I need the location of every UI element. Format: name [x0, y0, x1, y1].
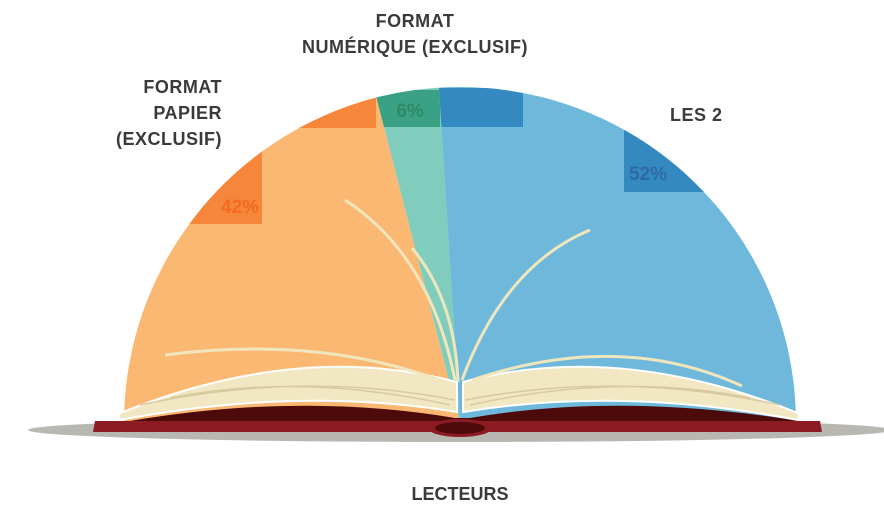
category-label: FORMAT NUMÉRIQUE (EXCLUSIF) [280, 8, 550, 60]
value-label: 42% [221, 197, 259, 218]
spine-inner [435, 422, 485, 434]
category-label: FORMAT PAPIER (EXCLUSIF) [116, 74, 222, 152]
category-label: LES 2 [670, 102, 723, 128]
value-label: 52% [629, 164, 667, 185]
label-box [435, 88, 523, 127]
page: 42% 6% 52% LECTEURS FORMAT PAPIER (EXCLUSI… [0, 0, 884, 509]
slices: 42% 6% 52% [124, 87, 796, 423]
value-label: 6% [396, 101, 424, 122]
label-box [296, 98, 376, 128]
chart-title: LECTEURS [411, 484, 508, 504]
